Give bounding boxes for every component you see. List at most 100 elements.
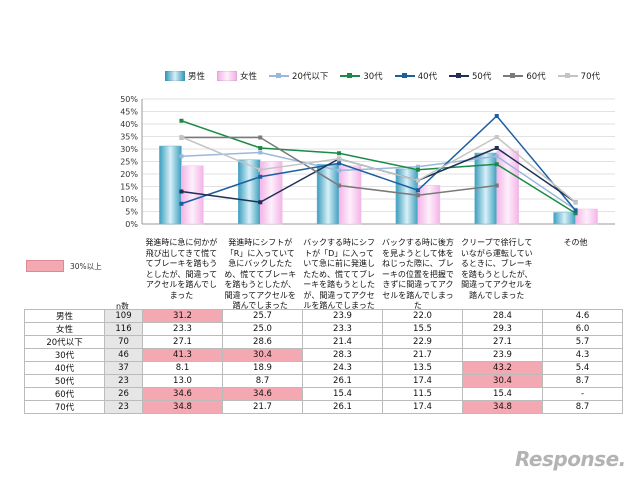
n-cell: 70: [104, 335, 143, 349]
value-cell: 27.1: [142, 335, 223, 349]
y-tick-label: 20%: [120, 170, 138, 179]
value-cell: 34.6: [222, 387, 303, 401]
row-label: 60代: [24, 387, 105, 401]
value-cell: 34.8: [462, 400, 543, 414]
legend-swatch: [394, 72, 415, 80]
n-cell: 46: [104, 348, 143, 362]
legend-item: 40代: [394, 70, 437, 82]
value-cell: 8.1: [142, 361, 223, 375]
point-70代: [337, 156, 342, 161]
legend-swatch: [340, 72, 361, 80]
value-cell: 28.6: [222, 335, 303, 349]
point-70代: [258, 167, 263, 172]
value-cell: 13.0: [142, 374, 223, 388]
highlight-note-label: 30%以上: [70, 261, 102, 271]
point-20代以下: [179, 154, 184, 159]
value-cell: 4.6: [542, 309, 623, 323]
value-cell: 26.1: [302, 374, 383, 388]
y-tick-label: 5%: [125, 208, 138, 217]
table-row: 60代 26 34.6 34.6 15.4 11.5 15.4-: [24, 387, 623, 401]
legend-item: 女性: [217, 70, 257, 82]
value-cell: 5.7: [542, 335, 623, 349]
value-cell: 24.3: [302, 361, 383, 375]
bar-男性: [553, 212, 576, 225]
line-70代: [181, 136, 577, 203]
n-cell: 116: [104, 322, 143, 336]
y-tick-label: 35%: [120, 133, 138, 142]
y-tick-label: 40%: [120, 120, 138, 129]
legend-label: 50代: [472, 72, 492, 82]
point-70代: [573, 200, 578, 205]
legend-swatch: [165, 71, 185, 81]
point-60代: [258, 135, 263, 140]
legend-item: 男性: [165, 70, 205, 82]
bar-男性: [316, 164, 340, 225]
point-70代: [179, 135, 184, 139]
legend-label: 20代以下: [292, 72, 329, 82]
point-30代: [494, 162, 499, 167]
line-30代: [181, 120, 576, 214]
highlight-swatch: [26, 260, 64, 272]
value-cell: 17.4: [382, 374, 463, 388]
legend-label: 60代: [526, 72, 546, 82]
point-50代: [494, 146, 499, 150]
value-cell: 8.7: [542, 374, 623, 388]
bar-女性: [338, 165, 362, 225]
highlight-note: 30%以上: [26, 260, 102, 272]
category-label: 発進時に急に何かが飛び出してきて慌ててブレーキを踏もうとしたが、間違ってアクセル…: [145, 238, 218, 300]
point-20代以下: [258, 150, 263, 155]
value-cell: 25.7: [222, 309, 303, 323]
value-cell: 6.0: [542, 322, 623, 336]
value-cell: 23.9: [462, 348, 543, 362]
line-20代以下: [181, 151, 577, 211]
value-cell: 41.3: [142, 348, 223, 362]
table-row: 20代以下 70 27.1 28.6 21.4 22.9 27.1 5.7: [24, 335, 623, 349]
category-label: その他: [563, 238, 588, 247]
bar-女性: [260, 161, 283, 225]
legend-swatch: [449, 72, 470, 80]
row-label: 50代: [24, 374, 105, 388]
point-40代: [494, 114, 499, 118]
legend-swatch: [217, 71, 238, 81]
value-cell: 27.1: [462, 335, 543, 349]
legend-item: 30代: [340, 70, 383, 82]
point-60代: [337, 183, 342, 188]
value-cell: 4.3: [542, 348, 623, 362]
value-cell: 43.2: [462, 361, 543, 375]
value-cell: 13.5: [382, 361, 463, 375]
bar-女性: [417, 185, 441, 225]
point-40代: [179, 201, 184, 206]
value-cell: 17.4: [382, 400, 463, 414]
legend-item: 60代: [503, 70, 546, 82]
value-cell: 29.3: [462, 322, 543, 336]
value-cell: 22.9: [382, 335, 463, 349]
value-cell: 23.9: [302, 309, 383, 323]
value-cell: 30.4: [462, 374, 543, 388]
value-cell: 21.4: [302, 335, 383, 349]
legend-label: 30代: [363, 72, 383, 82]
value-cell: 22.0: [382, 309, 463, 323]
value-cell: 11.5: [382, 387, 463, 401]
bar-女性: [575, 208, 598, 225]
value-cell: 21.7: [222, 400, 303, 414]
value-cell: 26.1: [302, 400, 383, 414]
value-cell: 23.3: [302, 322, 383, 336]
value-cell: 15.5: [382, 322, 463, 336]
n-cell: 109: [104, 309, 143, 323]
bar-男性: [159, 145, 182, 225]
value-cell: 25.0: [222, 322, 303, 336]
data-table: 男性 109 31.2 25.7 23.9 22.0 28.4 4.6 女性 116 23.3 25.…: [24, 309, 623, 414]
table-row: 女性 116 23.3 25.0 23.3 15.5 29.3 6.0: [24, 322, 623, 336]
legend-item: 50代: [449, 70, 491, 82]
row-label: 40代: [24, 361, 105, 375]
point-50代: [258, 200, 263, 205]
point-60代: [494, 183, 499, 188]
point-20代以下: [415, 164, 420, 169]
bar-男性: [238, 159, 261, 225]
point-40代: [258, 174, 263, 179]
legend-label: 女性: [240, 72, 258, 82]
point-20代以下: [337, 168, 342, 173]
legend-swatch: [503, 72, 524, 80]
value-cell: 30.4: [222, 348, 303, 362]
y-tick-label: 10%: [120, 195, 138, 204]
